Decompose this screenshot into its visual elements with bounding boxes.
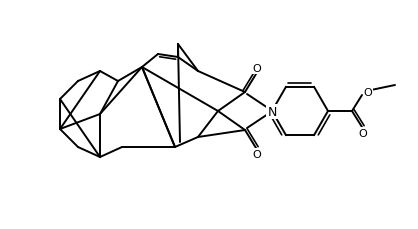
Text: O: O <box>252 64 261 74</box>
Text: O: O <box>252 149 261 159</box>
Text: N: N <box>268 105 277 118</box>
Text: O: O <box>359 128 367 138</box>
Text: O: O <box>364 88 372 98</box>
